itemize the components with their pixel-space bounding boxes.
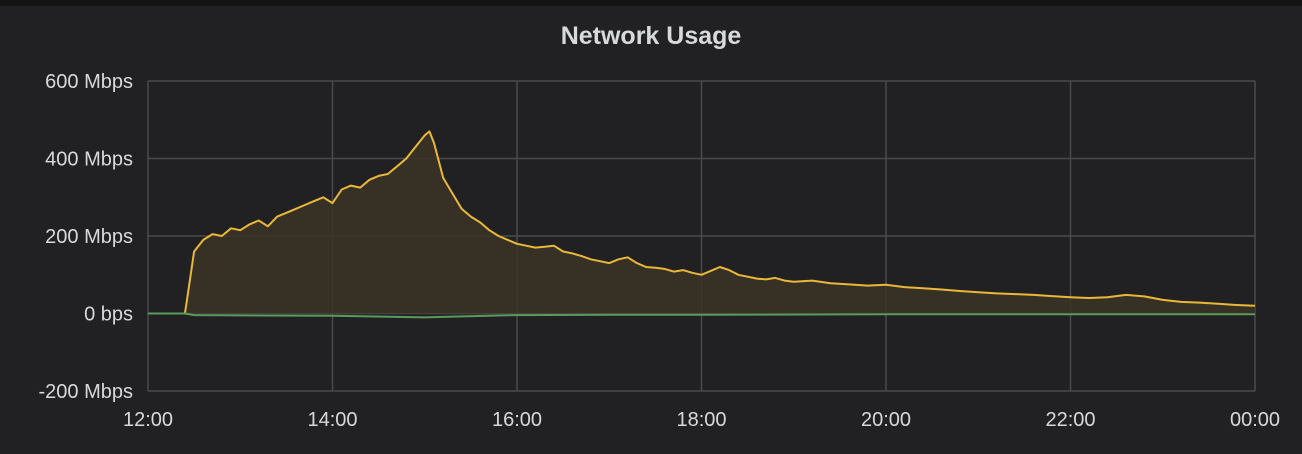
y-tick-label: 400 Mbps bbox=[45, 149, 133, 171]
panel-title[interactable]: Network Usage bbox=[560, 22, 742, 50]
series-layer bbox=[148, 130, 1256, 319]
series-area-0 bbox=[148, 131, 1255, 314]
series-line-1 bbox=[148, 312, 1255, 319]
x-tick-label: 12:00 bbox=[123, 409, 173, 431]
x-tick-label: 00:00 bbox=[1230, 409, 1280, 431]
series-line-0 bbox=[148, 130, 1256, 315]
x-tick-label: 20:00 bbox=[861, 409, 911, 431]
y-tick-label: 600 Mbps bbox=[45, 71, 133, 93]
x-tick-label: 22:00 bbox=[1045, 409, 1095, 431]
y-tick-label: 200 Mbps bbox=[45, 226, 133, 248]
y-tick-label: 0 bps bbox=[84, 304, 133, 326]
axis-labels: -200 Mbps 0 bps 200 Mbps 400 Mbps 600 Mbps 12… bbox=[39, 71, 1281, 431]
x-tick-label: 18:00 bbox=[676, 409, 726, 431]
x-tick-label: 16:00 bbox=[492, 409, 542, 431]
y-tick-label: -200 Mbps bbox=[39, 381, 134, 403]
x-tick-label: 14:00 bbox=[307, 409, 357, 431]
